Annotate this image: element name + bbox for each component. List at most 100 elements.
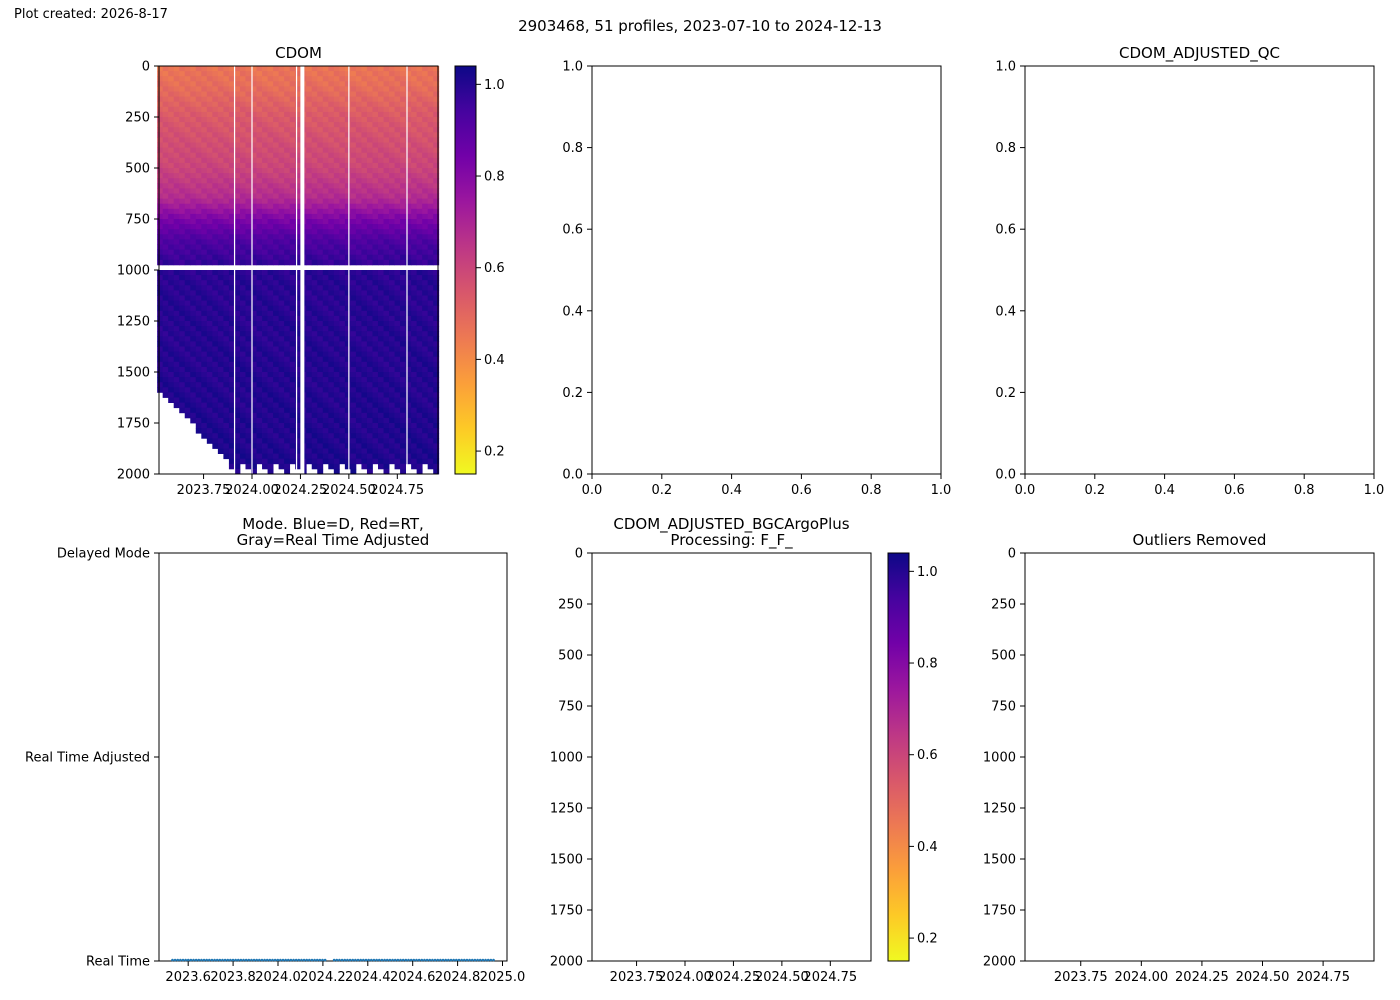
- heatmap-cell: [317, 356, 324, 363]
- heatmap-cell: [251, 331, 257, 337]
- heatmap-cell: [372, 219, 379, 225]
- heatmap-cell: [284, 106, 291, 113]
- mode-point: [481, 958, 485, 962]
- heatmap-cell: [383, 428, 390, 434]
- heatmap-cell: [206, 96, 213, 103]
- heatmap-cell: [306, 453, 313, 460]
- heatmap-cell: [422, 377, 429, 383]
- heatmap-cell: [223, 178, 230, 184]
- heatmap-cell: [267, 157, 274, 164]
- heatmap-cell: [405, 229, 412, 235]
- heatmap-cell: [427, 300, 434, 307]
- heatmap-cell: [322, 433, 329, 439]
- heatmap-cell: [284, 259, 291, 266]
- heatmap-cell: [206, 219, 213, 225]
- heatmap-cell: [217, 290, 224, 296]
- heatmap-cell: [416, 213, 423, 220]
- heatmap-cell: [333, 117, 340, 123]
- heatmap-cell: [339, 433, 346, 439]
- heatmap-cell: [256, 168, 263, 174]
- heatmap-cell: [179, 91, 186, 97]
- heatmap-cell: [239, 458, 246, 465]
- heatmap-cell: [394, 219, 401, 225]
- mode-point: [184, 958, 187, 962]
- heatmap-cell: [383, 132, 390, 138]
- heatmap-cell: [339, 188, 346, 194]
- heatmap-cell: [322, 239, 329, 245]
- heatmap-cell: [284, 372, 291, 378]
- mode-point: [194, 958, 198, 962]
- heatmap-cell: [157, 382, 164, 388]
- heatmap-cell: [228, 372, 235, 378]
- heatmap-cell: [262, 244, 268, 250]
- heatmap-cell: [201, 244, 208, 250]
- heatmap-cell: [295, 321, 302, 327]
- heatmap-cell: [273, 188, 280, 194]
- heatmap-cell: [212, 361, 219, 368]
- heatmap-cell: [411, 417, 418, 424]
- heatmap-cell: [251, 244, 257, 250]
- heatmap-cell: [273, 336, 280, 342]
- heatmap-cell: [361, 463, 368, 470]
- heatmap-cell: [366, 81, 373, 87]
- heatmap-cell: [284, 305, 291, 312]
- heatmap-cell: [173, 91, 180, 97]
- heatmap-cell: [322, 162, 329, 169]
- heatmap-cell: [262, 377, 268, 383]
- heatmap-cell: [245, 310, 252, 317]
- heatmap-cell: [184, 412, 191, 419]
- x-tick-label: 2024.50: [755, 970, 809, 985]
- heatmap-cell: [394, 71, 401, 77]
- heatmap-cell: [411, 106, 418, 113]
- heatmap-cell: [322, 310, 329, 317]
- heatmap-cell: [405, 219, 412, 225]
- heatmap-cell: [157, 310, 164, 317]
- heatmap-cell: [162, 377, 169, 383]
- heatmap-cell: [350, 270, 357, 276]
- heatmap-cell: [262, 372, 268, 378]
- heatmap-cell: [184, 387, 191, 393]
- heatmap-cell: [322, 321, 329, 327]
- heatmap-cell: [195, 407, 202, 414]
- heatmap-cell: [306, 244, 313, 250]
- heatmap-cell: [433, 438, 440, 444]
- heatmap-cell: [333, 453, 340, 460]
- heatmap-cell: [201, 91, 208, 97]
- heatmap-cell: [427, 173, 434, 179]
- heatmap-cell: [284, 254, 291, 261]
- heatmap-cell: [361, 234, 368, 240]
- mode-point: [215, 958, 219, 962]
- heatmap-cell: [168, 361, 175, 368]
- heatmap-cell: [267, 168, 274, 174]
- heatmap-cell: [195, 387, 202, 393]
- heatmap-cell: [228, 117, 235, 123]
- heatmap-cell: [195, 417, 202, 424]
- heatmap-cell: [339, 132, 346, 138]
- heatmap-cell: [228, 127, 235, 133]
- mode-point: [294, 958, 298, 962]
- heatmap-cell: [422, 372, 429, 378]
- heatmap-cell: [400, 366, 407, 373]
- mode-point: [436, 958, 440, 962]
- heatmap-cell: [322, 219, 329, 225]
- heatmap-cell: [179, 162, 186, 169]
- heatmap-cell: [267, 188, 274, 194]
- heatmap-cell: [344, 203, 351, 210]
- heatmap-cell: [173, 356, 180, 363]
- heatmap-cell: [377, 448, 384, 454]
- heatmap-cell: [295, 300, 302, 307]
- heatmap-cell: [256, 275, 263, 281]
- heatmap-cell: [212, 402, 219, 409]
- heatmap-cell: [251, 198, 257, 205]
- heatmap-cell: [339, 300, 346, 307]
- heatmap-cell: [234, 224, 241, 230]
- heatmap-cell: [400, 188, 407, 194]
- heatmap-cell: [311, 259, 318, 266]
- heatmap-cell: [234, 203, 241, 210]
- heatmap-cell: [295, 453, 302, 460]
- heatmap-cell: [355, 326, 362, 332]
- heatmap-cell: [262, 137, 268, 143]
- heatmap-cell: [389, 448, 395, 454]
- heatmap-cell: [405, 321, 412, 327]
- heatmap-cell: [184, 117, 191, 123]
